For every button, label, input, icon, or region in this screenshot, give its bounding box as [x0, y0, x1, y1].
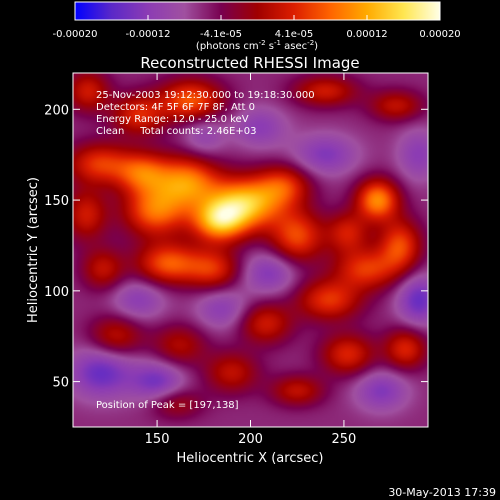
- colorbar-ticks: [74, 15, 441, 20]
- x-axis-label: Heliocentric X (arcsec): [177, 451, 324, 466]
- y-tick-label: 50: [52, 376, 69, 391]
- tick-labels: 150 200 250 50 100 150 200: [44, 103, 356, 447]
- heatmap-image: [73, 73, 428, 427]
- peak-position-label: Position of Peak = [197,138]: [96, 400, 239, 411]
- x-tick-label: 150: [145, 432, 170, 447]
- annotation-block: 25-Nov-2003 19:12:30.000 to 19:18:30.000…: [96, 90, 315, 137]
- footer-timestamp: 30-May-2013 17:39: [388, 486, 496, 499]
- x-tick-label: 200: [238, 432, 263, 447]
- annotation-line: 25-Nov-2003 19:12:30.000 to 19:18:30.000: [96, 90, 315, 101]
- colorbar-tick-label: -0.00020: [53, 29, 98, 40]
- y-tick-label: 200: [44, 103, 69, 118]
- annotation-line: Energy Range: 12.0 - 25.0 keV: [96, 114, 249, 125]
- y-tick-label: 100: [44, 285, 69, 300]
- annotation-line: Clean Total counts: 2.46E+03: [96, 126, 256, 137]
- colorbar-tick-label: 4.1e-05: [275, 29, 313, 40]
- colorbar-unit-label: (photons cm-2 s-1 asec-2): [196, 39, 318, 52]
- colorbar-tick-label: -0.00012: [126, 29, 171, 40]
- colorbar-tick-label: -4.1e-05: [200, 29, 242, 40]
- chart-title: Reconstructed RHESSI Image: [140, 54, 359, 72]
- colorbar-tick-label: 0.00020: [419, 29, 460, 40]
- plot-area: 150 200 250 50 100 150 200 25-Nov-2003 19:12:3…: [44, 72, 429, 447]
- colorbar-tick-label: 0.00012: [346, 29, 387, 40]
- y-axis-label: Heliocentric Y (arcsec): [26, 177, 41, 323]
- x-tick-label: 250: [332, 432, 357, 447]
- y-tick-label: 150: [44, 194, 69, 209]
- colorbar-strip: [74, 1, 441, 21]
- colorbar: -0.00020 -0.00012 -4.1e-05 4.1e-05 0.000…: [53, 1, 461, 52]
- annotation-line: Detectors: 4F 5F 6F 7F 8F, Att 0: [96, 102, 255, 113]
- axis-ticks: [73, 73, 428, 427]
